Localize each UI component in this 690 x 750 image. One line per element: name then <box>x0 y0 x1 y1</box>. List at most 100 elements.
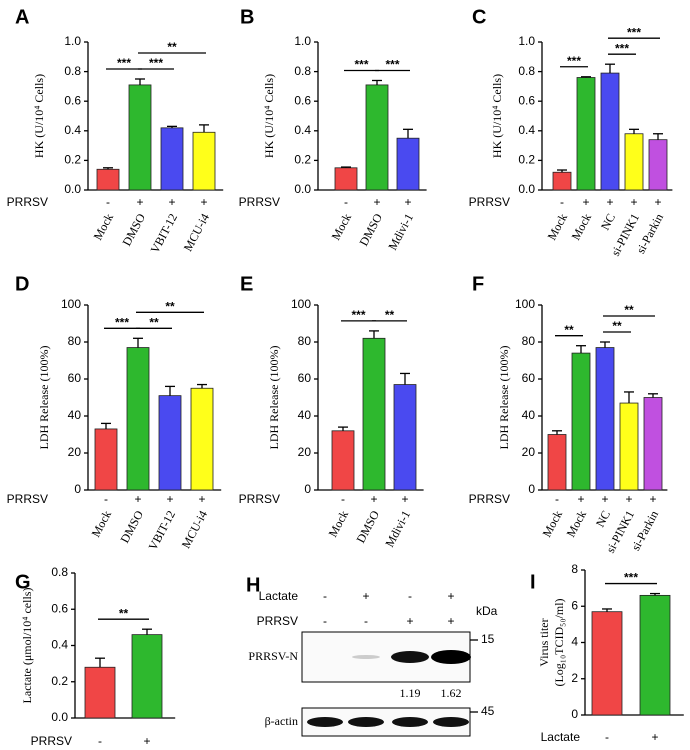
x-tick-label: Mock <box>89 508 115 539</box>
y-tick-label: 0.2 <box>51 674 68 688</box>
significance-label: ** <box>119 606 129 620</box>
bar <box>94 428 118 491</box>
x-tick-label: Mdivi-1 <box>382 508 413 549</box>
y-tick-label: 0 <box>74 482 81 496</box>
band <box>352 655 380 659</box>
treatment-sign: - <box>341 492 345 506</box>
y-tick-label: 0.6 <box>51 601 68 615</box>
treatment-sign: + <box>373 195 380 209</box>
bar <box>131 634 163 719</box>
treatment-sign: - <box>98 734 102 748</box>
unit-label: kDa <box>476 604 498 618</box>
treatment-sign: + <box>625 492 632 506</box>
treatment-sign: + <box>134 492 141 506</box>
bar <box>190 387 214 491</box>
x-tick-label: MCU-i4 <box>179 508 210 550</box>
y-tick-label: 0.8 <box>518 64 535 78</box>
panel-label: H <box>246 574 260 596</box>
y-tick-label: 100 <box>515 297 535 311</box>
bar <box>128 84 152 191</box>
y-tick-label: 0.4 <box>51 638 68 652</box>
y-tick-label: 60 <box>522 371 536 385</box>
treatment-label: PRRSV <box>239 195 280 209</box>
band <box>307 717 343 727</box>
treatment-sign: + <box>143 734 150 748</box>
y-tick-label: 0.4 <box>518 123 535 137</box>
sign: + <box>447 614 454 628</box>
x-tick-label: Mock <box>91 211 117 242</box>
sign: + <box>406 614 413 628</box>
bar <box>619 402 639 491</box>
significance-label: *** <box>115 315 129 329</box>
treatment-sign: + <box>198 492 205 506</box>
significance-label: ** <box>167 40 177 54</box>
bar <box>331 430 355 491</box>
panel-label: E <box>240 273 253 295</box>
x-tick-label: Mock <box>540 508 566 539</box>
treatment-sign: + <box>649 492 656 506</box>
sign: - <box>364 614 368 628</box>
significance-label: ** <box>612 319 622 333</box>
y-tick-label: 0 <box>571 707 578 721</box>
x-tick-label: Mock <box>569 211 595 242</box>
bar <box>624 133 644 191</box>
band <box>433 717 469 727</box>
y-tick-label: 100 <box>61 297 81 311</box>
significance-label: ** <box>385 308 395 322</box>
bar <box>192 131 216 191</box>
quant-label: 1.62 <box>441 686 462 700</box>
sign: - <box>323 589 327 603</box>
sign: - <box>408 589 412 603</box>
y-tick-label: 0.2 <box>518 153 535 167</box>
y-tick-label: 0.4 <box>64 123 81 137</box>
y-tick-label: 80 <box>68 334 82 348</box>
band-label: β-actin <box>265 714 298 728</box>
significance-label: *** <box>117 56 131 70</box>
significance-label: *** <box>627 25 641 39</box>
x-tick-label: Mock <box>326 508 352 539</box>
bar <box>591 611 623 716</box>
y-tick-label: 0.0 <box>64 182 81 196</box>
treatment-sign: - <box>560 195 564 209</box>
y-tick-label: 0.0 <box>518 182 535 196</box>
band <box>391 651 429 663</box>
row-label: Lactate <box>259 589 299 603</box>
treatment-label: PRRSV <box>7 492 48 506</box>
marker-label: 45 <box>481 704 495 718</box>
bar <box>160 127 184 191</box>
y-axis-label: HK (U/10⁴ Cells) <box>490 74 504 158</box>
y-tick-label: 0.0 <box>294 182 311 196</box>
marker-label: 15 <box>481 632 495 646</box>
treatment-sign: + <box>582 195 589 209</box>
x-tick-label: DMSO <box>356 211 385 248</box>
bar <box>648 139 668 191</box>
y-axis-label: Virus titer <box>537 618 551 666</box>
bar <box>365 84 389 191</box>
y-tick-label: 0 <box>304 482 311 496</box>
bar <box>334 167 358 191</box>
treatment-sign: - <box>555 492 559 506</box>
x-tick-label: Mdivi-1 <box>385 211 416 252</box>
significance-label: *** <box>624 571 638 585</box>
y-axis-label: LDH Release (100%) <box>497 346 511 450</box>
y-tick-label: 60 <box>68 371 82 385</box>
panel-label: B <box>240 6 254 28</box>
bar <box>158 395 182 491</box>
y-tick-label: 100 <box>291 297 311 311</box>
sign: + <box>362 589 369 603</box>
y-tick-label: 2 <box>571 671 578 685</box>
significance-label: *** <box>615 41 629 55</box>
sign: + <box>447 589 454 603</box>
band <box>392 717 428 727</box>
y-tick-label: 20 <box>298 445 312 459</box>
significance-label: ** <box>564 323 574 337</box>
treatment-sign: + <box>577 492 584 506</box>
treatment-label: PRRSV <box>7 195 48 209</box>
treatment-label: Lactate <box>541 730 581 744</box>
y-tick-label: 80 <box>522 334 536 348</box>
significance-label: *** <box>385 58 399 72</box>
y-tick-label: 0.8 <box>294 64 311 78</box>
bar <box>576 77 596 191</box>
treatment-sign: + <box>651 730 658 744</box>
treatment-label: PRRSV <box>469 492 510 506</box>
